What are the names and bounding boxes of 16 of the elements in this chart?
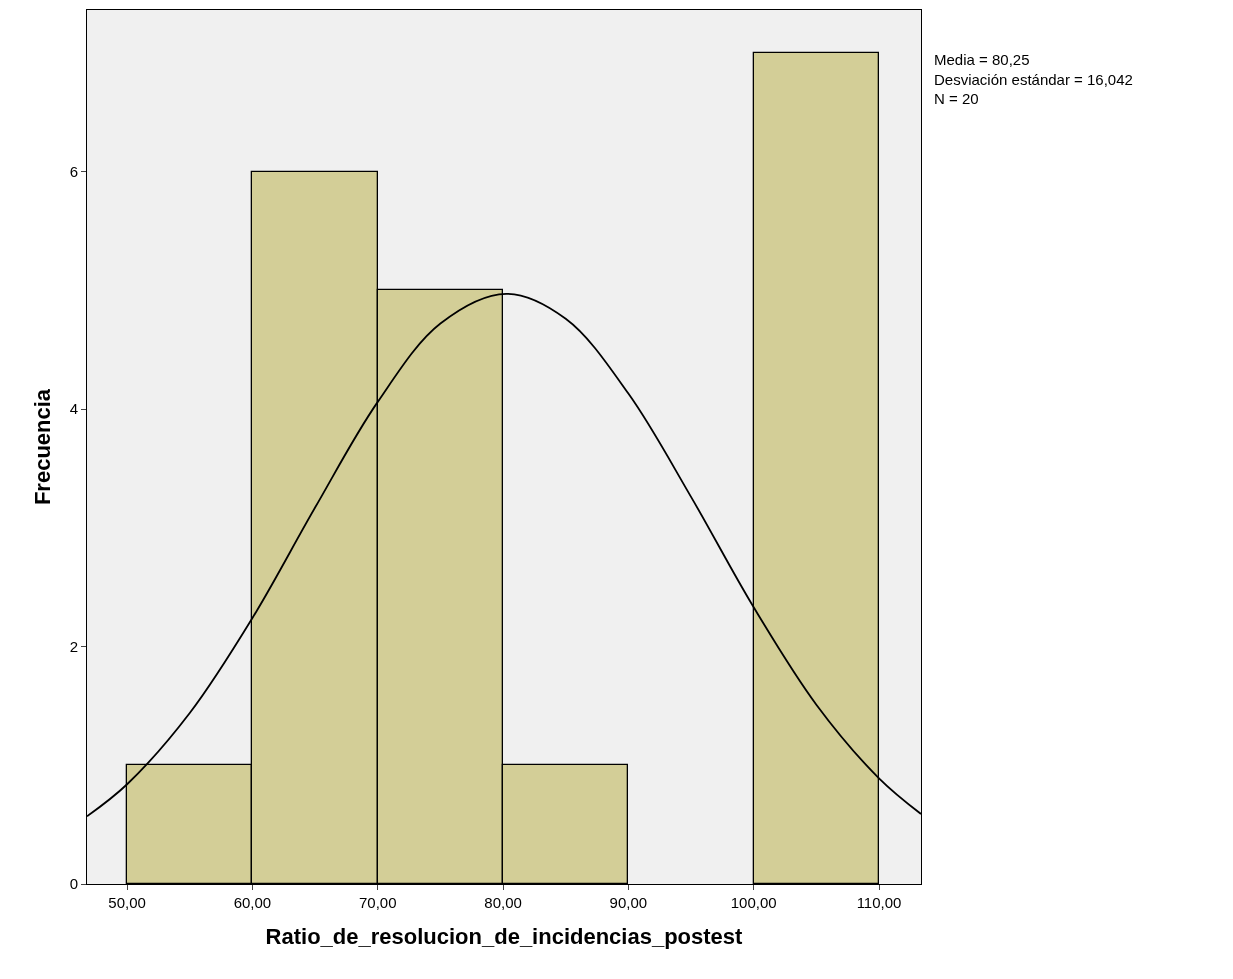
- x-tick-label: 50,00: [108, 894, 146, 911]
- x-tick-label: 70,00: [358, 894, 397, 911]
- y-tick-label: 0: [69, 875, 78, 893]
- x-tick-label: 100,00: [730, 894, 777, 911]
- x-tick-label: 60,00: [233, 894, 272, 911]
- y-axis-title: Frecuencia: [30, 388, 56, 506]
- y-tick-label: 4: [69, 400, 78, 418]
- x-tick-label: 110,00: [856, 894, 902, 911]
- y-tick-label: 2: [69, 637, 78, 655]
- text: Desviación estándar = 16,042: [934, 70, 1133, 88]
- text: N = 20: [934, 90, 979, 107]
- x-axis-title: Ratio_de_resolucion_de_incidencias_postest: [265, 923, 744, 949]
- x-tick-label: 90,00: [609, 894, 648, 911]
- text: Media = 80,25: [934, 51, 1030, 68]
- y-tick-label: 6: [69, 162, 78, 180]
- x-tick-label: 80,00: [484, 894, 522, 911]
